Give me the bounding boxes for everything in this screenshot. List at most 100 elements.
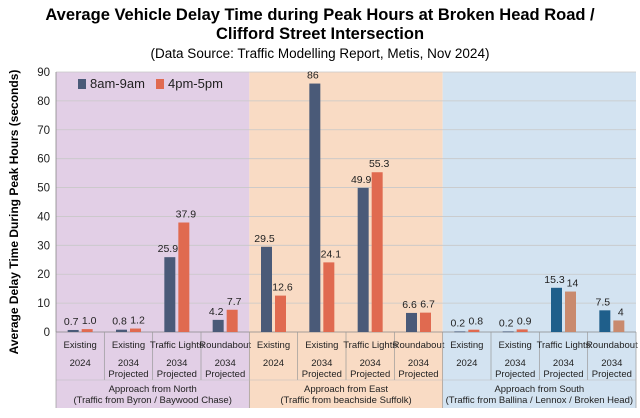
- group-sublabel: (Traffic from Ballina / Lennox / Broken …: [446, 395, 633, 406]
- x-year-label: 2034: [166, 358, 187, 369]
- data-label: 24.1: [321, 248, 342, 260]
- group-label: Approach from North: [109, 384, 197, 395]
- bar: [599, 310, 611, 332]
- data-label: 7.7: [227, 296, 242, 308]
- x-year-label: Projected: [157, 369, 197, 380]
- bar: [275, 295, 286, 332]
- x-category-label: Existing: [305, 340, 338, 351]
- x-category-label: Roundabout: [393, 340, 445, 351]
- bar: [212, 319, 224, 332]
- legend-swatch: [78, 79, 86, 89]
- data-label: 6.6: [402, 299, 417, 311]
- y-axis-label: Average Delay Time During Peak Hours (se…: [7, 70, 21, 355]
- bar: [565, 291, 576, 332]
- bar: [406, 312, 417, 332]
- bar: [551, 287, 562, 332]
- bar: [164, 257, 176, 332]
- x-category-label: Traffic Lights: [150, 340, 204, 351]
- x-year-label: 2034: [601, 358, 622, 369]
- x-year-label: 2034: [505, 358, 526, 369]
- x-year-label: 2034: [311, 358, 332, 369]
- bar: [468, 329, 480, 332]
- data-label: 0.8: [112, 316, 127, 328]
- x-year-label: 2034: [553, 358, 574, 369]
- legend-label: 8am-9am: [90, 76, 145, 91]
- bar: [613, 320, 625, 332]
- x-category-label: Existing: [257, 340, 290, 351]
- x-year-label: 2034: [360, 358, 381, 369]
- bar: [357, 187, 369, 332]
- chart-title-line2: Clifford Street Intersection: [215, 25, 425, 43]
- x-year-label: 2024: [263, 358, 284, 369]
- data-label: 0.7: [64, 316, 79, 328]
- data-label: 86: [307, 70, 319, 82]
- bar: [130, 328, 141, 332]
- group-label: Approach from East: [304, 384, 388, 395]
- x-year-label: Projected: [543, 369, 583, 380]
- y-tick-label: 40: [37, 211, 50, 223]
- bar: [178, 222, 190, 332]
- bar: [420, 312, 431, 332]
- y-tick-label: 90: [37, 67, 50, 79]
- bar: [502, 331, 514, 333]
- x-year-label: Projected: [592, 369, 632, 380]
- y-tick-label: 30: [37, 240, 50, 252]
- chart-subtitle: (Data Source: Traffic Modelling Report, …: [150, 46, 490, 61]
- data-label: 14: [567, 278, 579, 290]
- x-year-label: 2034: [118, 358, 139, 369]
- data-label: 25.9: [158, 243, 179, 255]
- x-year-label: Projected: [350, 369, 390, 380]
- x-category-label: Existing: [450, 340, 483, 351]
- x-year-label: 2024: [70, 358, 91, 369]
- x-year-label: Projected: [495, 369, 535, 380]
- bar: [323, 262, 335, 332]
- data-label: 7.5: [596, 296, 611, 308]
- data-label: 55.3: [369, 158, 390, 170]
- x-year-label: 2024: [456, 358, 477, 369]
- x-category-label: Traffic Lights: [537, 340, 591, 351]
- data-label: 29.5: [254, 233, 275, 245]
- data-label: 12.6: [272, 282, 293, 294]
- x-category-label: Existing: [64, 340, 97, 351]
- y-tick-label: 0: [44, 327, 50, 339]
- data-label: 0.2: [499, 317, 514, 329]
- x-year-label: Projected: [398, 369, 438, 380]
- y-tick-label: 70: [37, 125, 50, 137]
- x-category-label: Existing: [499, 340, 532, 351]
- data-label: 1.2: [130, 315, 145, 327]
- data-label: 1.0: [82, 315, 97, 327]
- group-sublabel: (Traffic from beachside Suffolk): [280, 395, 411, 406]
- data-label: 4.2: [209, 306, 224, 318]
- y-tick-label: 10: [37, 298, 50, 310]
- y-tick-label: 80: [37, 96, 50, 108]
- data-label: 0.8: [469, 316, 484, 328]
- y-tick-label: 60: [37, 154, 50, 166]
- group-sublabel: (Traffic from Byron / Baywood Chase): [73, 395, 231, 406]
- x-year-label: Projected: [108, 369, 148, 380]
- data-label: 4: [618, 306, 624, 318]
- x-year-label: 2034: [408, 358, 429, 369]
- data-label: 37.9: [176, 209, 197, 221]
- bar: [516, 329, 528, 332]
- x-year-label: 2034: [215, 358, 236, 369]
- data-label: 0.2: [451, 317, 466, 329]
- x-year-label: Projected: [205, 369, 245, 380]
- legend-swatch: [156, 79, 164, 89]
- bar: [309, 83, 321, 332]
- legend-label: 4pm-5pm: [168, 76, 223, 91]
- x-year-label: Projected: [302, 369, 342, 380]
- data-label: 0.9: [517, 315, 532, 327]
- data-label: 15.3: [544, 274, 565, 286]
- x-category-label: Roundabout: [586, 340, 638, 351]
- bar: [454, 331, 466, 333]
- x-category-label: Traffic Lights: [343, 340, 397, 351]
- x-category-label: Roundabout: [199, 340, 251, 351]
- chart-title-line1: Average Vehicle Delay Time during Peak H…: [45, 6, 595, 24]
- bar: [226, 309, 238, 332]
- y-tick-label: 50: [37, 183, 50, 195]
- bar: [261, 246, 272, 332]
- bar: [116, 329, 127, 332]
- x-category-label: Existing: [112, 340, 145, 351]
